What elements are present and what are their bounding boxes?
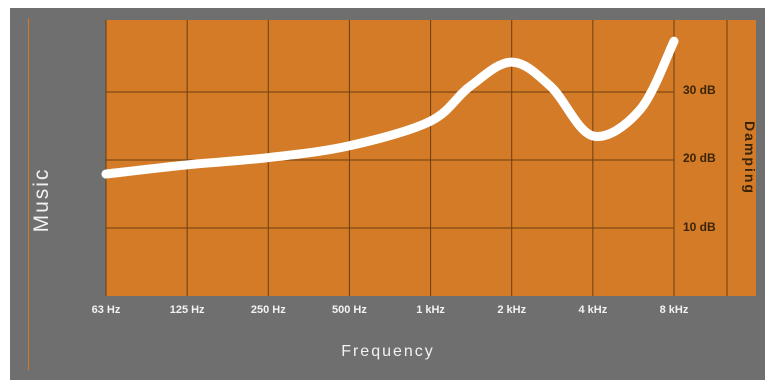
x-tick-label: 8 kHz — [660, 304, 689, 316]
x-tick-label: 63 Hz — [92, 304, 121, 316]
x-tick-label: 1 kHz — [416, 304, 445, 316]
side-divider — [28, 18, 29, 370]
right-axis-label: Damping — [742, 121, 758, 195]
y-tick-label: 10 dB — [683, 220, 716, 234]
y-tick-label: 20 dB — [683, 151, 716, 165]
x-tick-label: 125 Hz — [170, 304, 205, 316]
x-tick-label: 500 Hz — [332, 304, 367, 316]
response-curve — [101, 36, 679, 179]
x-tick-label: 250 Hz — [251, 304, 286, 316]
x-axis-title: Frequency — [341, 343, 435, 360]
y-tick-label: 30 dB — [683, 83, 716, 97]
x-tick-label: 2 kHz — [497, 304, 526, 316]
x-tick-label: 4 kHz — [578, 304, 607, 316]
